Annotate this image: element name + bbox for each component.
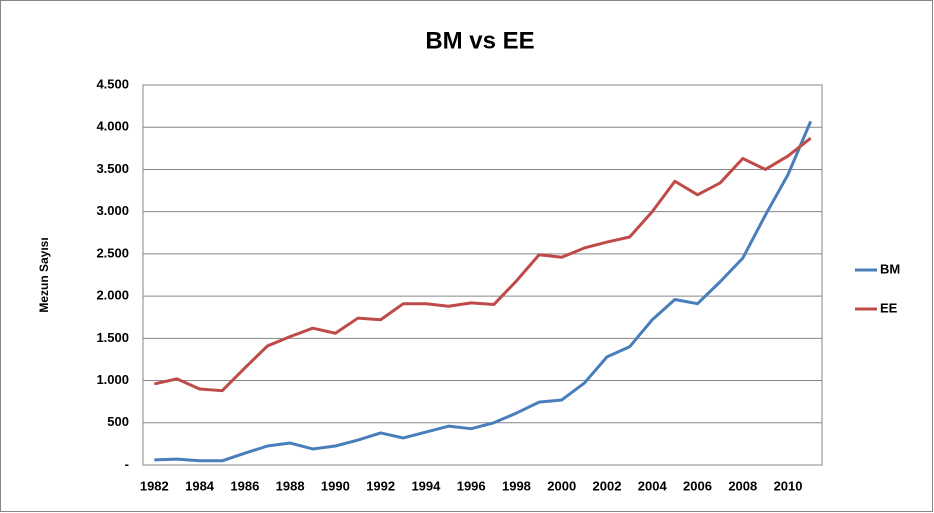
- plot-border: [142, 84, 823, 466]
- y-tick-label: -: [125, 456, 129, 471]
- x-tick-label: 1988: [276, 478, 305, 493]
- y-tick-label: 4.000: [96, 119, 129, 134]
- x-tick-label: 1986: [230, 478, 259, 493]
- line-series: [153, 137, 812, 393]
- x-tick-label: 2004: [638, 478, 668, 493]
- x-tick-label: 1982: [140, 478, 169, 493]
- y-tick-label: 1.000: [96, 372, 129, 387]
- x-tick-label: 2006: [683, 478, 712, 493]
- y-tick-label: 500: [107, 414, 129, 429]
- y-tick-label: 3.500: [96, 161, 129, 176]
- x-tick-label: 2010: [774, 478, 803, 493]
- y-tick-label: 4.500: [96, 76, 129, 91]
- x-tick-label: 2008: [728, 478, 757, 493]
- legend-label: BM: [880, 261, 900, 276]
- x-tick-label: 1990: [321, 478, 350, 493]
- x-tick-label: 1998: [502, 478, 531, 493]
- x-tick-label: 2002: [593, 478, 622, 493]
- x-tick-label: 1992: [366, 478, 395, 493]
- x-tick-label: 1984: [185, 478, 215, 493]
- y-tick-label: 1.500: [96, 330, 129, 345]
- y-tick-label: 2.000: [96, 288, 129, 303]
- x-tick-label: 1996: [457, 478, 486, 493]
- y-tick-label: 2.500: [96, 245, 129, 260]
- x-tick-label: 1994: [411, 478, 441, 493]
- legend-label: EE: [880, 300, 898, 315]
- line-series: [154, 120, 813, 463]
- y-tick-label: 3.000: [96, 203, 129, 218]
- x-tick-label: 2000: [547, 478, 576, 493]
- chart-title: BM vs EE: [425, 27, 534, 54]
- y-axis-label: Mezun Sayısı: [37, 237, 51, 312]
